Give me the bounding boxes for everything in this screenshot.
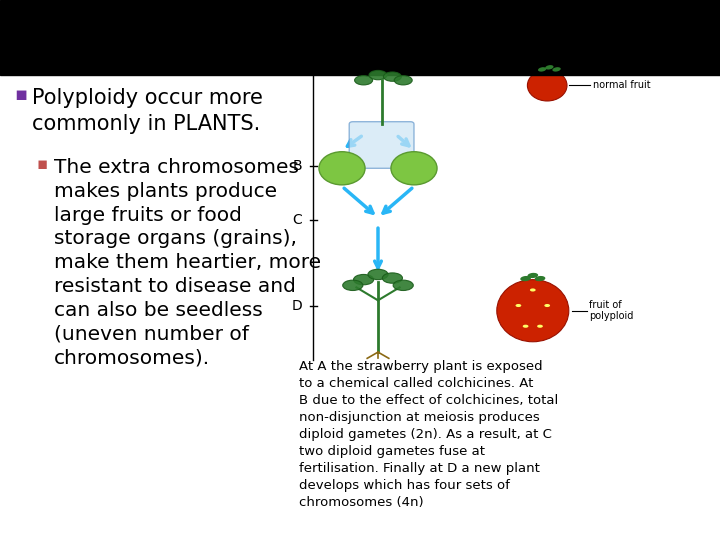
Text: 2n: 2n [333, 162, 351, 175]
Text: D: D [292, 299, 302, 313]
Ellipse shape [528, 70, 567, 101]
Text: fruit of
polyploid: fruit of polyploid [589, 300, 634, 321]
Ellipse shape [516, 304, 521, 307]
Ellipse shape [528, 273, 538, 278]
Ellipse shape [538, 67, 546, 72]
Text: normal fruit: normal fruit [593, 80, 650, 90]
Text: The extra chromosomes
makes plants produce
large fruits or food
storage organs (: The extra chromosomes makes plants produ… [54, 158, 321, 367]
Ellipse shape [354, 274, 374, 285]
Text: B: B [293, 159, 302, 173]
Ellipse shape [369, 70, 387, 80]
Ellipse shape [395, 76, 413, 85]
Ellipse shape [355, 76, 373, 85]
Circle shape [391, 152, 437, 185]
Ellipse shape [544, 304, 550, 307]
Ellipse shape [545, 65, 554, 70]
Ellipse shape [537, 325, 543, 328]
Text: 2n: 2n [405, 162, 423, 175]
Text: ▪: ▪ [36, 156, 48, 173]
Ellipse shape [535, 276, 545, 281]
Ellipse shape [393, 280, 413, 291]
Ellipse shape [552, 67, 561, 72]
Ellipse shape [382, 273, 402, 284]
Text: A: A [293, 60, 302, 75]
Text: ▪: ▪ [14, 85, 27, 104]
Ellipse shape [343, 280, 363, 291]
Bar [0, 0, 720, 75]
FancyBboxPatch shape [349, 122, 414, 168]
Text: Polyploidy occur more
commonly in PLANTS.: Polyploidy occur more commonly in PLANTS… [32, 88, 264, 133]
Ellipse shape [530, 288, 536, 292]
Text: At A the strawberry plant is exposed
to a chemical called colchicines. At
B due : At A the strawberry plant is exposed to … [299, 360, 558, 509]
Ellipse shape [384, 72, 402, 82]
Circle shape [319, 152, 365, 185]
Ellipse shape [523, 325, 528, 328]
Text: C: C [292, 213, 302, 227]
Ellipse shape [497, 280, 569, 342]
Ellipse shape [521, 276, 531, 281]
Ellipse shape [368, 269, 388, 280]
